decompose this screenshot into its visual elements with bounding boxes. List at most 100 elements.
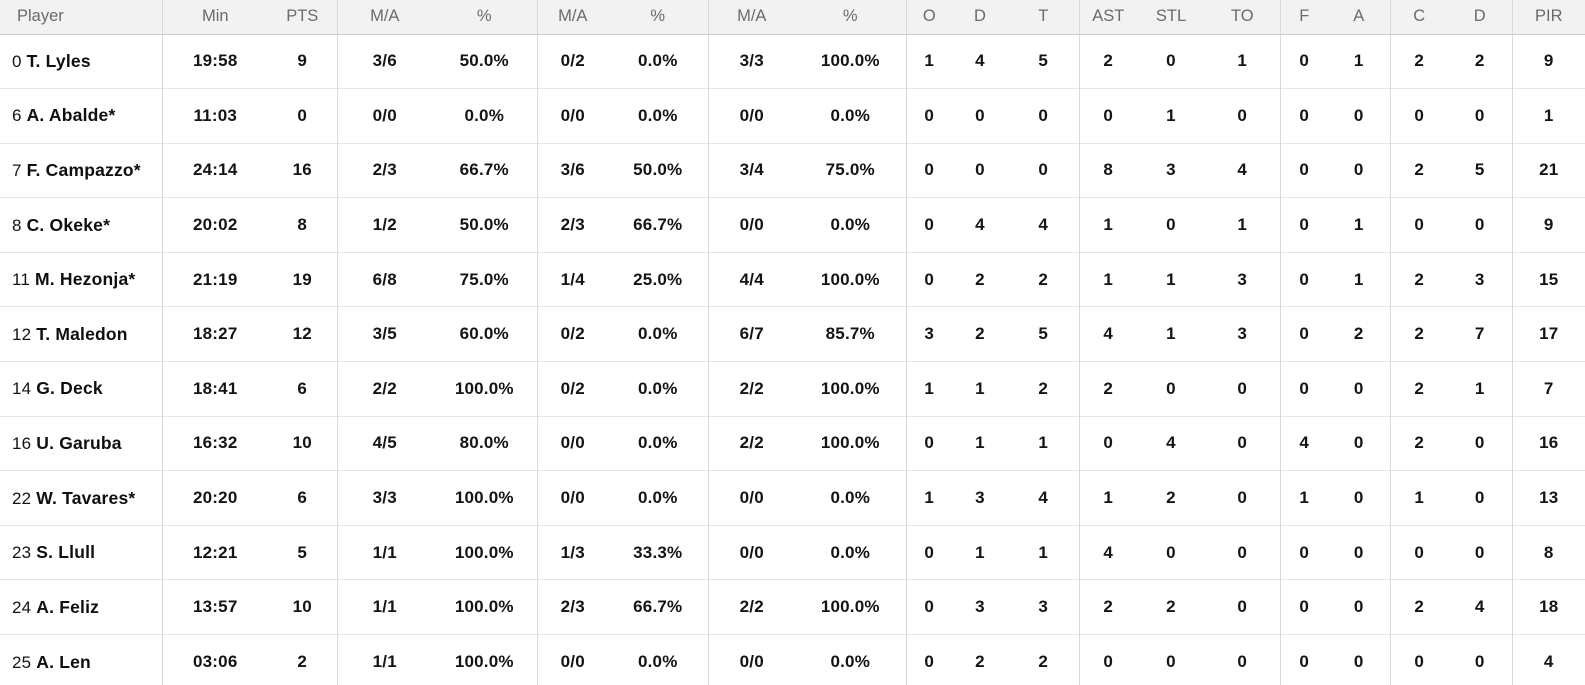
stat-f: 0 [1279,361,1328,417]
stat-d: 4 [1448,579,1512,635]
stat-pir: 13 [1511,470,1585,526]
jersey-number: 22 [12,488,32,508]
stat-d: 0 [1448,415,1512,471]
player-name[interactable]: T. Lyles [26,50,91,71]
stat-ast: 0 [1078,88,1137,144]
stat-c: 0 [1389,197,1448,253]
stat-min: 20:20 [161,470,268,526]
stat-pts: 16 [268,142,337,198]
player-name[interactable]: A. Feliz [36,596,100,617]
stat-reb-o: 1 [905,34,952,89]
stat-3fg-ma: 0/0 [536,634,608,685]
player-name[interactable]: F. Campazzo* [26,159,141,180]
stat-f: 0 [1279,251,1328,307]
stat-stl: 1 [1137,306,1205,362]
stat-reb-d: 3 [952,579,1008,635]
stat-to: 1 [1237,51,1248,71]
stat-c: 2 [1389,142,1448,198]
stat-2fg-ma: 6/8 [336,251,432,307]
player-name[interactable]: W. Tavares* [36,487,136,508]
player-name[interactable]: C. Okeke* [26,214,111,235]
stat-3fg-pct: 0.0% [608,306,708,362]
stat-to: 4 [1205,142,1280,198]
stat-reb-o: 1 [905,361,952,417]
stat-reb-o: 0 [905,524,952,580]
stat-ft-pct: 0.0% [795,524,906,580]
stat-to: 0 [1205,470,1280,526]
stat-d: 2 [1474,51,1485,71]
stat-reb-d: 1 [952,415,1008,471]
stat-3fg-ma: 1/3 [536,524,608,580]
stat-d: 0 [1448,88,1512,144]
player-cell: 0 T. Lyles [0,34,162,89]
stat-ft-pct: 85.7% [795,306,906,362]
stat-d: 0 [1448,634,1512,685]
col-header-reb-o: O [905,0,952,35]
col-header-d: D [1448,0,1512,35]
stat-3fg-pct: 0.0% [637,51,678,71]
stat-f: 0 [1279,634,1328,685]
stat-2fg-ma: 1/1 [336,579,432,635]
jersey-number: 16 [12,433,32,453]
stat-2fg-pct: 100.0% [432,361,537,417]
stat-pts: 9 [297,51,308,71]
player-name[interactable]: A. Abalde* [26,105,116,126]
stat-c: 2 [1389,251,1448,307]
player-row: 25 A. Len 03:06 2 1/1 100.0% 0/0 0.0% 0/0 0.0% 0 2… [0,634,1585,685]
stat-2fg-ma: 0/0 [336,88,432,144]
stat-a: 1 [1328,197,1390,253]
player-name[interactable]: M. Hezonja* [35,269,136,290]
stat-3fg-pct: 25.0% [608,251,708,307]
stat-ft-pct: 0.0% [795,197,906,253]
stat-pir: 8 [1511,524,1585,580]
stat-stl: 4 [1137,415,1205,471]
stat-ast: 2 [1078,579,1137,635]
stat-pts: 6 [268,361,337,417]
stat-reb-t: 5 [1038,51,1049,71]
stat-stl: 1 [1137,88,1205,144]
player-cell: 14 G. Deck [0,361,162,417]
stat-to: 3 [1205,251,1280,307]
stat-pts: 19 [268,251,337,307]
stat-ast: 8 [1078,142,1137,198]
player-cell: 12 T. Maledon [0,306,162,362]
player-name[interactable]: A. Len [36,651,91,672]
stat-pts: 10 [268,579,337,635]
player-cell: 8 C. Okeke* [0,197,162,253]
stat-2fg-ma: 1/1 [336,634,432,685]
stat-to: 0 [1205,524,1280,580]
stat-reb-o: 3 [905,306,952,362]
player-cell: 22 W. Tavares* [0,470,162,526]
stat-f: 4 [1279,415,1328,471]
player-name[interactable]: S. Llull [36,542,96,563]
player-cell: 11 M. Hezonja* [0,251,162,307]
stat-f: 1 [1279,470,1328,526]
stat-ast: 2 [1078,34,1137,89]
stat-min: 21:19 [161,251,268,307]
stat-stl: 0 [1137,524,1205,580]
jersey-number: 14 [12,379,32,399]
player-name[interactable]: G. Deck [36,378,103,399]
stat-reb-d: 0 [952,142,1008,198]
col-header-a: A [1328,0,1390,35]
player-row: 7 F. Campazzo* 24:14 16 2/3 66.7% 3/6 50.0% 3/4… [0,142,1585,198]
stat-reb-t: 2 [1008,634,1079,685]
col-header-to: TO [1205,0,1280,35]
stat-c: 2 [1389,415,1448,471]
player-name[interactable]: U. Garuba [36,432,122,453]
stat-pir: 21 [1511,142,1585,198]
stat-c: 0 [1389,88,1448,144]
jersey-number: 6 [12,106,22,126]
stat-ft-ma: 2/2 [707,415,795,471]
player-name[interactable]: T. Maledon [36,323,128,344]
stat-d: 0 [1448,470,1512,526]
stat-ast: 1 [1078,197,1137,253]
stat-f: 0 [1279,579,1328,635]
stat-ft-pct: 100.0% [795,415,906,471]
stat-to: 3 [1205,306,1280,362]
stat-3fg-ma: 0/0 [536,88,608,144]
player-row: 22 W. Tavares* 20:20 6 3/3 100.0% 0/0 0.0% 0/0 0… [0,470,1585,526]
stat-d: 5 [1448,142,1512,198]
stat-3fg-ma: 0/0 [536,415,608,471]
stat-reb-t: 4 [1008,470,1079,526]
